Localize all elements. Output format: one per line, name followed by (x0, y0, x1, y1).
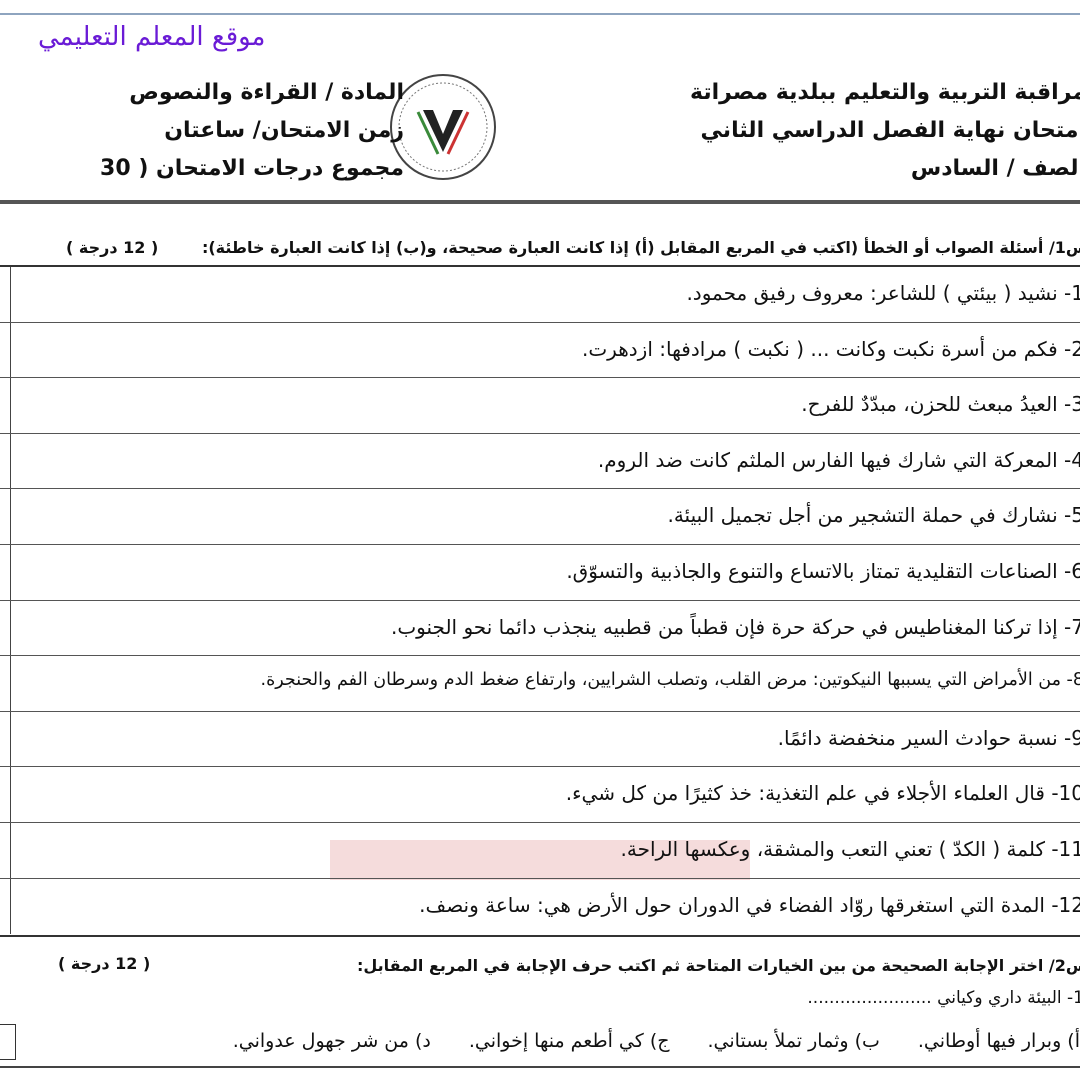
table-row: 3- العيدُ مبعث للحزن، مبدّدٌ للفرح. (0, 378, 1080, 434)
header-separator (0, 200, 1080, 204)
bottom-rule (0, 1066, 1080, 1068)
statement: 7- إذا تركنا المغناطيس في حركة حرة فإن ق… (391, 614, 1080, 639)
answer-box[interactable] (0, 378, 11, 433)
statement: 5- نشارك في حملة التشجير من أجل تجميل ال… (667, 503, 1080, 528)
statement: 4- المعركة التي شارك فيها الفارس الملثم … (597, 447, 1080, 472)
header-line: زمن الامتحان/ ساعتان (164, 118, 404, 143)
table-row: 7- إذا تركنا المغناطيس في حركة حرة فإن ق… (0, 600, 1080, 657)
answer-box[interactable] (0, 878, 11, 935)
statement: 3- العيدُ مبعث للحزن، مبدّدٌ للفرح. (801, 392, 1080, 417)
answer-box[interactable] (0, 433, 11, 489)
table-row: 11- كلمة ( الكدّ ) تعني التعب والمشقة، و… (0, 822, 1080, 879)
statement: 11- كلمة ( الكدّ ) تعني التعب والمشقة، و… (620, 836, 1080, 861)
option-d: د) من شر جهول عدواني. (232, 1030, 431, 1052)
table-row: 8- من الأمراض التي يسببها النيكوتين: مرض… (0, 656, 1080, 712)
option-b: ب) وثمار تملأ بستاني. (707, 1030, 880, 1052)
top-rule (0, 13, 1080, 15)
header-line: مراقبة التربية والتعليم ببلدية مصراتة (689, 80, 1080, 105)
table-row: 2- فكم من أسرة نكبت وكانت ... ( نكبت ) م… (0, 322, 1080, 379)
answer-box[interactable] (0, 267, 11, 322)
question-1-grade: ( 12 درجة ) (66, 238, 159, 257)
question-2-title: س2/ اختر الإجابة الصحيحة من بين الخيارات… (356, 956, 1080, 975)
header-left: المادة / القراءة والنصوص زمن الامتحان/ س… (52, 74, 404, 188)
emblem-logo-icon (390, 74, 496, 180)
statement: 6- الصناعات التقليدية تمتاز بالاتساع وال… (566, 558, 1080, 583)
table-row: 12- المدة التي استغرقها روّاد الفضاء في … (0, 878, 1080, 935)
option-c: ج) كي أطعم منها إخواني. (468, 1030, 670, 1052)
answer-box[interactable] (0, 600, 11, 656)
answer-box[interactable] (0, 656, 11, 711)
question-2-options: أ) وبرار فيها أوطاني. ب) وثمار تملأ بستا… (233, 1030, 1080, 1052)
background-watermark (330, 840, 750, 880)
statement: 12- المدة التي استغرقها روّاد الفضاء في … (419, 892, 1080, 917)
true-false-table: 1- نشيد ( بيئتي ) للشاعر: معروف رفيق محم… (0, 265, 1080, 937)
answer-box[interactable] (0, 1024, 16, 1060)
answer-box[interactable] (0, 489, 11, 544)
statement: 10- قال العلماء الأجلاء في علم التغذية: … (565, 781, 1080, 806)
answer-box[interactable] (0, 544, 11, 600)
header-line: الصف / السادس (910, 156, 1080, 181)
table-row: 1- نشيد ( بيئتي ) للشاعر: معروف رفيق محم… (0, 267, 1080, 323)
statement: 8- من الأمراض التي يسببها النيكوتين: مرض… (260, 670, 1080, 691)
table-row: 6- الصناعات التقليدية تمتاز بالاتساع وال… (0, 544, 1080, 601)
question-2-grade: ( 12 درجة ) (58, 954, 151, 973)
question-1-title: س1/ أسئلة الصواب أو الخطأ (اكتب في المرب… (201, 238, 1080, 257)
option-a: أ) وبرار فيها أوطاني. (917, 1030, 1080, 1052)
statement: 2- فكم من أسرة نكبت وكانت ... ( نكبت ) م… (581, 336, 1080, 361)
header-line: المادة / القراءة والنصوص (129, 80, 404, 105)
answer-box[interactable] (0, 767, 11, 822)
table-row: 10- قال العلماء الأجلاء في علم التغذية: … (0, 767, 1080, 823)
header-line: امتحان نهاية الفصل الدراسي الثاني (700, 118, 1080, 143)
header-right: مراقبة التربية والتعليم ببلدية مصراتة ام… (690, 74, 1080, 188)
site-watermark: موقع المعلم التعليمي (38, 22, 266, 52)
table-row: 9- نسبة حوادث السير منخفضة دائمًا. (0, 711, 1080, 768)
statement: 1- نشيد ( بيئتي ) للشاعر: معروف رفيق محم… (686, 281, 1080, 305)
answer-box[interactable] (0, 322, 11, 378)
answer-box[interactable] (0, 822, 11, 878)
question-2-stem: 1- البيئة داري وكياني ..................… (807, 988, 1080, 1008)
table-row: 5- نشارك في حملة التشجير من أجل تجميل ال… (0, 489, 1080, 545)
answer-box[interactable] (0, 711, 11, 767)
table-row: 4- المعركة التي شارك فيها الفارس الملثم … (0, 433, 1080, 490)
header-line: مجموع درجات الامتحان ( 30 (100, 156, 404, 181)
statement: 9- نسبة حوادث السير منخفضة دائمًا. (777, 725, 1080, 750)
